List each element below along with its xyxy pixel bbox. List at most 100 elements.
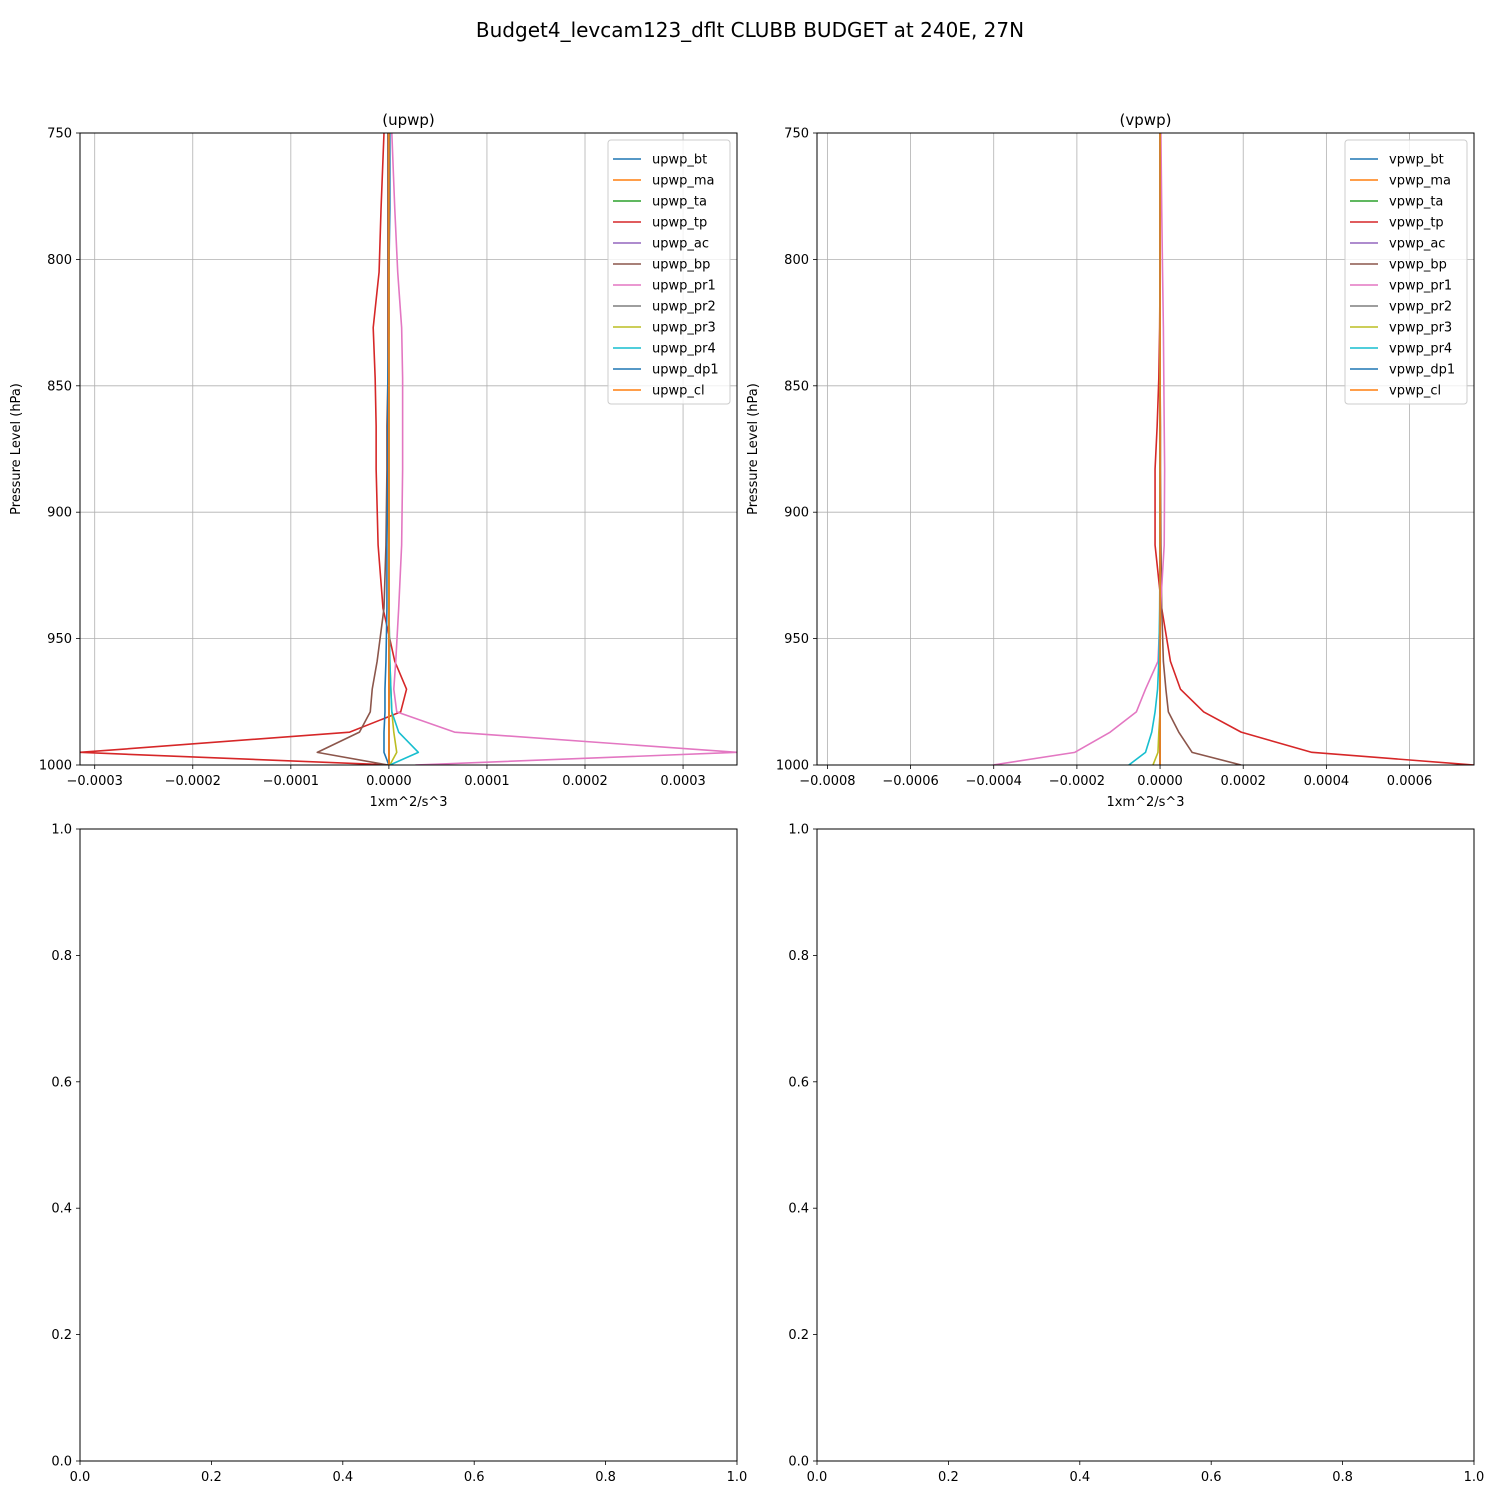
axes-frame xyxy=(79,132,738,766)
x-tick-label: −0.0002 xyxy=(165,774,221,789)
x-tick-label: 0.4 xyxy=(332,1470,353,1485)
legend-entry: vpwp_pr4 xyxy=(1389,342,1452,357)
y-tick-label: 750 xyxy=(47,127,72,142)
y-axis-label: Pressure Level (hPa) xyxy=(9,383,24,515)
x-tick-label: 0.6 xyxy=(1201,1470,1222,1485)
y-tick-label: 0.8 xyxy=(51,949,72,964)
x-tick-label: 0.0004 xyxy=(1304,774,1350,789)
legend-entry: upwp_ma xyxy=(652,174,715,189)
series-line-upwp_bp xyxy=(316,133,389,765)
legend-entry: upwp_pr1 xyxy=(652,279,716,294)
legend-entry: vpwp_bt xyxy=(1389,153,1444,168)
y-tick-label: 0.0 xyxy=(788,1455,809,1470)
x-tick-label: 1.0 xyxy=(1464,1470,1485,1485)
legend-entry: vpwp_ac xyxy=(1389,237,1445,252)
axes-frame xyxy=(816,132,1475,766)
y-tick-label: 800 xyxy=(784,253,809,268)
legend-entry: upwp_dp1 xyxy=(652,363,719,378)
legend-box xyxy=(607,139,731,405)
x-tick-label: 0.0 xyxy=(807,1470,828,1485)
legend-box xyxy=(1344,139,1468,405)
y-tick-label: 0.6 xyxy=(788,1075,809,1090)
chart-panel-4: 0.0 0.2 0.4 0.6 0.8 1.0 0.0 0.2 0.4 0.6 0.8 1.0 xyxy=(788,823,1484,1486)
legend: vpwp_bt vpwp_ma vpwp_ta vpwp_tp vpwp_ac vpwp_… xyxy=(1344,139,1468,405)
x-tick-label: 0.4 xyxy=(1069,1470,1090,1485)
y-tick-label: 1.0 xyxy=(788,823,809,838)
legend-entry: upwp_pr3 xyxy=(652,321,716,336)
chart-title: (upwp) xyxy=(382,111,435,129)
legend-entry: upwp_bt xyxy=(652,153,707,168)
y-tick-label: 1.0 xyxy=(51,823,72,838)
x-tick-label: −0.0004 xyxy=(966,774,1022,789)
x-tick-label: 0.8 xyxy=(1332,1470,1353,1485)
legend-entry: upwp_tp xyxy=(652,216,707,231)
series-line-upwp_tp xyxy=(80,133,408,765)
figure-title: Budget4_levcam123_dflt CLUBB BUDGET at 2… xyxy=(476,18,1024,42)
y-tick-label: 0.4 xyxy=(51,1202,72,1217)
series-lines xyxy=(992,133,1474,765)
y-tick-label: 0.4 xyxy=(788,1202,809,1217)
series-line-upwp_pr1 xyxy=(391,133,737,765)
chart-panel-1: −0.0003 −0.0002 −0.0001 0.0000 0.0001 0.0002 0… xyxy=(9,111,738,810)
legend-entry: vpwp_dp1 xyxy=(1389,363,1455,378)
x-tick-label: 0.0006 xyxy=(1387,774,1433,789)
axes-frame xyxy=(816,828,1475,1462)
y-tick-label: 850 xyxy=(47,379,72,394)
x-axis-label: 1xm^2/s^3 xyxy=(369,795,447,810)
x-tick-label: 0.2 xyxy=(201,1470,222,1485)
x-axis-label: 1xm^2/s^3 xyxy=(1106,795,1184,810)
x-tick-label: 0.0002 xyxy=(1220,774,1266,789)
chart-panel-3: 0.0 0.2 0.4 0.6 0.8 1.0 0.0 0.2 0.4 0.6 0.8 1.0 xyxy=(51,823,747,1486)
x-tick-label: −0.0008 xyxy=(799,774,855,789)
panels: −0.0003 −0.0002 −0.0001 0.0000 0.0001 0.0002 0… xyxy=(9,111,1484,1485)
chart-title: (vpwp) xyxy=(1120,111,1172,129)
legend-entry: upwp_pr2 xyxy=(652,300,716,315)
legend-entry: upwp_ac xyxy=(652,237,709,252)
y-tick-label: 0.8 xyxy=(788,949,809,964)
legend-entry: upwp_cl xyxy=(652,384,705,399)
y-tick-label: 1000 xyxy=(39,759,72,774)
x-tick-label: 0.2 xyxy=(938,1470,959,1485)
legend-entry: vpwp_ta xyxy=(1389,195,1443,210)
y-tick-label: 0.2 xyxy=(51,1328,72,1343)
x-tick-label: 0.0001 xyxy=(464,774,510,789)
series-line-vpwp_pr1 xyxy=(992,133,1166,765)
y-tick-label: 0.6 xyxy=(51,1075,72,1090)
x-tick-label: −0.0001 xyxy=(263,774,319,789)
x-tick-label: 0.0003 xyxy=(660,774,706,789)
legend-entry: vpwp_pr2 xyxy=(1389,300,1452,315)
y-axis-label: Pressure Level (hPa) xyxy=(746,383,761,515)
y-tick-label: 900 xyxy=(784,506,809,521)
legend-entry: vpwp_tp xyxy=(1389,216,1444,231)
x-tick-label: 1.0 xyxy=(727,1470,748,1485)
legend-entry: vpwp_bp xyxy=(1389,258,1447,273)
y-tick-label: 850 xyxy=(784,379,809,394)
x-tick-label: −0.0003 xyxy=(67,774,123,789)
x-tick-label: −0.0006 xyxy=(882,774,938,789)
y-tick-label: 750 xyxy=(784,127,809,142)
legend-entry: vpwp_ma xyxy=(1389,174,1451,189)
legend-entry: upwp_pr4 xyxy=(652,342,716,357)
legend-entry: vpwp_pr3 xyxy=(1389,321,1452,336)
x-tick-label: 0.0000 xyxy=(366,774,412,789)
x-tick-label: −0.0002 xyxy=(1049,774,1105,789)
x-tick-label: 0.8 xyxy=(595,1470,616,1485)
y-tick-label: 1000 xyxy=(776,759,809,774)
legend-entry: upwp_bp xyxy=(652,258,710,273)
legend: upwp_bt upwp_ma upwp_ta upwp_tp upwp_ac upwp_… xyxy=(607,139,731,405)
x-tick-label: 0.6 xyxy=(464,1470,485,1485)
chart-panel-2: −0.0008 −0.0006 −0.0004 −0.0002 0.0000 0.0002… xyxy=(746,111,1475,810)
y-tick-label: 950 xyxy=(47,632,72,647)
legend-entry: vpwp_pr1 xyxy=(1389,279,1452,294)
x-tick-label: 0.0 xyxy=(70,1470,91,1485)
y-tick-label: 900 xyxy=(47,506,72,521)
y-tick-label: 0.0 xyxy=(51,1455,72,1470)
series-lines xyxy=(80,133,737,765)
legend-entry: upwp_ta xyxy=(652,195,707,210)
x-tick-label: 0.0002 xyxy=(562,774,608,789)
x-tick-label: 0.0000 xyxy=(1137,774,1183,789)
y-tick-label: 0.2 xyxy=(788,1328,809,1343)
y-tick-label: 950 xyxy=(784,632,809,647)
